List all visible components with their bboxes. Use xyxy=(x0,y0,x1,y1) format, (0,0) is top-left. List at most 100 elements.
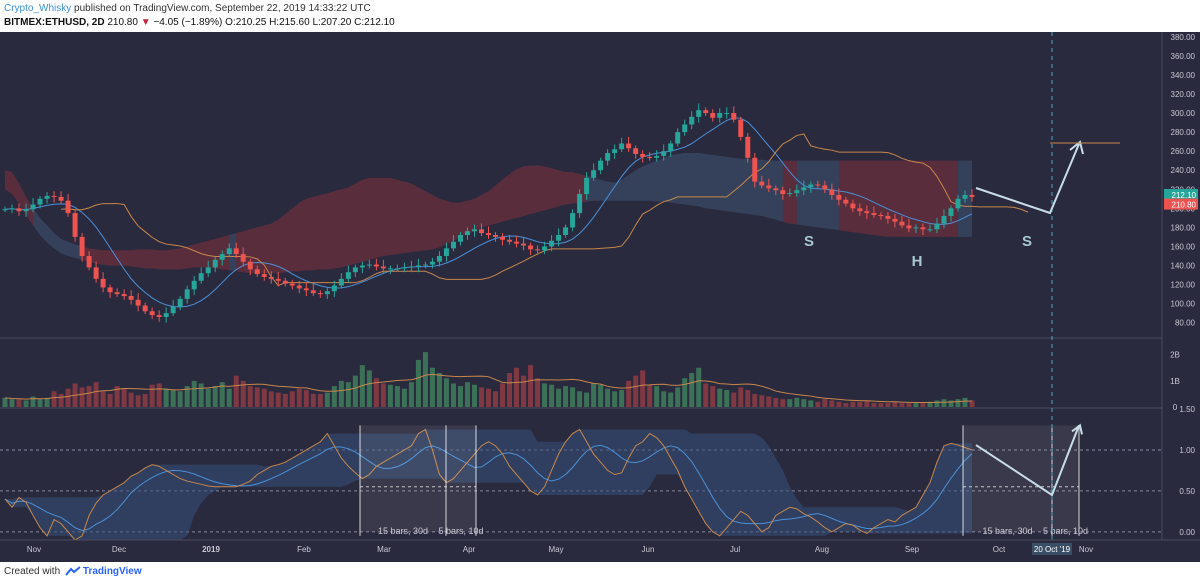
volume-bar xyxy=(780,399,786,407)
chart-canvas[interactable]: 15 bars, 30d 5 bars, 10d 15 bars, 30d 5 bar… xyxy=(0,32,1200,562)
volume-bar xyxy=(401,388,407,407)
measure-1-label-short: 5 bars, 10d xyxy=(438,526,483,536)
volume-bar xyxy=(794,397,800,407)
price-tick-label: 260.00 xyxy=(1171,147,1196,156)
candle-body xyxy=(542,246,548,251)
candle-body xyxy=(794,190,800,194)
volume-bar xyxy=(843,403,849,407)
candle-body xyxy=(556,235,562,241)
candle-body xyxy=(864,211,870,214)
candlesticks xyxy=(2,103,975,323)
volume-bar xyxy=(9,399,15,407)
volume-bar xyxy=(338,380,344,407)
volume-bar xyxy=(717,388,723,407)
time-tick-label: 2019 xyxy=(202,545,220,554)
candle-body xyxy=(303,288,309,291)
volume-bar xyxy=(542,383,548,407)
tradingview-logo-icon xyxy=(65,566,81,576)
candle-body xyxy=(514,241,520,244)
volume-bar xyxy=(591,383,597,407)
time-tick-label: Sep xyxy=(905,545,920,554)
candle-body xyxy=(703,110,709,114)
candle-body xyxy=(682,124,688,133)
volume-bar xyxy=(317,393,323,407)
candle-body xyxy=(72,213,78,237)
volume-bar xyxy=(65,388,71,407)
open-label: O: xyxy=(225,17,236,28)
open-value: 210.25 xyxy=(235,17,267,28)
tradingview-brand[interactable]: TradingView xyxy=(82,566,142,577)
volume-bar xyxy=(871,403,877,407)
volume-bar xyxy=(759,395,765,407)
author-link[interactable]: Crypto_Whisky xyxy=(4,3,72,14)
volume-bar xyxy=(156,383,162,407)
volume-bar xyxy=(899,403,905,407)
price-change: −4.05 (−1.89%) xyxy=(153,17,223,28)
candle-body xyxy=(107,287,113,293)
candle-body xyxy=(9,208,15,210)
volume-bar xyxy=(436,373,442,407)
volume-bar xyxy=(429,367,435,407)
candle-body xyxy=(549,240,555,247)
last-price-badge-text: 212.10 xyxy=(1172,191,1197,200)
volume-bar xyxy=(275,392,281,407)
candle-body xyxy=(296,285,302,289)
cloud-segment xyxy=(236,165,587,274)
candle-body xyxy=(422,264,428,266)
candle-body xyxy=(401,267,407,269)
volume-bar xyxy=(850,401,856,407)
candle-body xyxy=(906,225,912,229)
price-tick-label: 340.00 xyxy=(1171,71,1196,80)
volume-bar xyxy=(30,396,36,407)
candle-body xyxy=(871,213,877,215)
candle-body xyxy=(23,209,29,212)
volume-bar xyxy=(44,397,50,407)
candle-body xyxy=(443,248,449,256)
candle-body xyxy=(359,265,365,268)
volume-bar xyxy=(892,401,898,407)
candle-body xyxy=(493,235,499,237)
osc-tick-label: 1.00 xyxy=(1179,446,1195,455)
candle-body xyxy=(275,278,281,281)
candle-body xyxy=(738,119,744,137)
volume-bar xyxy=(233,375,239,407)
volume-bar xyxy=(934,400,940,407)
candle-body xyxy=(212,259,218,268)
candle-body xyxy=(598,160,604,171)
head-label: H xyxy=(912,253,923,270)
volume-bar xyxy=(962,397,968,407)
candle-body xyxy=(570,213,576,228)
volume-bar xyxy=(857,401,863,407)
osc-main-line xyxy=(4,428,973,541)
volume-bar xyxy=(521,375,527,407)
volume-bar xyxy=(787,399,793,407)
volume-bar xyxy=(773,397,779,407)
time-tick-label: Jun xyxy=(642,545,655,554)
candle-body xyxy=(163,313,169,317)
candle-body xyxy=(2,209,8,211)
candle-body xyxy=(850,203,856,209)
volume-bar xyxy=(177,391,183,407)
volume-bar xyxy=(408,382,414,407)
volume-bar xyxy=(654,386,660,407)
candle-body xyxy=(408,266,414,268)
time-tick-label: Dec xyxy=(112,545,126,554)
axes: 80.00100.00120.00140.00160.00180.00200.0… xyxy=(0,33,1200,562)
candle-body xyxy=(668,143,674,152)
candle-body xyxy=(331,285,337,292)
candle-body xyxy=(829,189,835,195)
candle-body xyxy=(282,280,288,284)
last-price: 210.80 xyxy=(107,17,138,28)
candle-body xyxy=(16,208,22,212)
candle-body xyxy=(450,241,456,249)
volume-bar xyxy=(387,384,393,407)
symbol-label[interactable]: BITMEX:ETHUSD, 2D xyxy=(4,17,105,28)
volume-bar xyxy=(191,380,197,407)
last-price-badge xyxy=(1164,188,1198,200)
low-label: L: xyxy=(312,17,321,28)
candle-body xyxy=(745,136,751,158)
candle-body xyxy=(654,155,660,158)
candle-body xyxy=(710,113,716,118)
candle-body xyxy=(808,184,814,188)
time-tick-label: Aug xyxy=(815,545,829,554)
